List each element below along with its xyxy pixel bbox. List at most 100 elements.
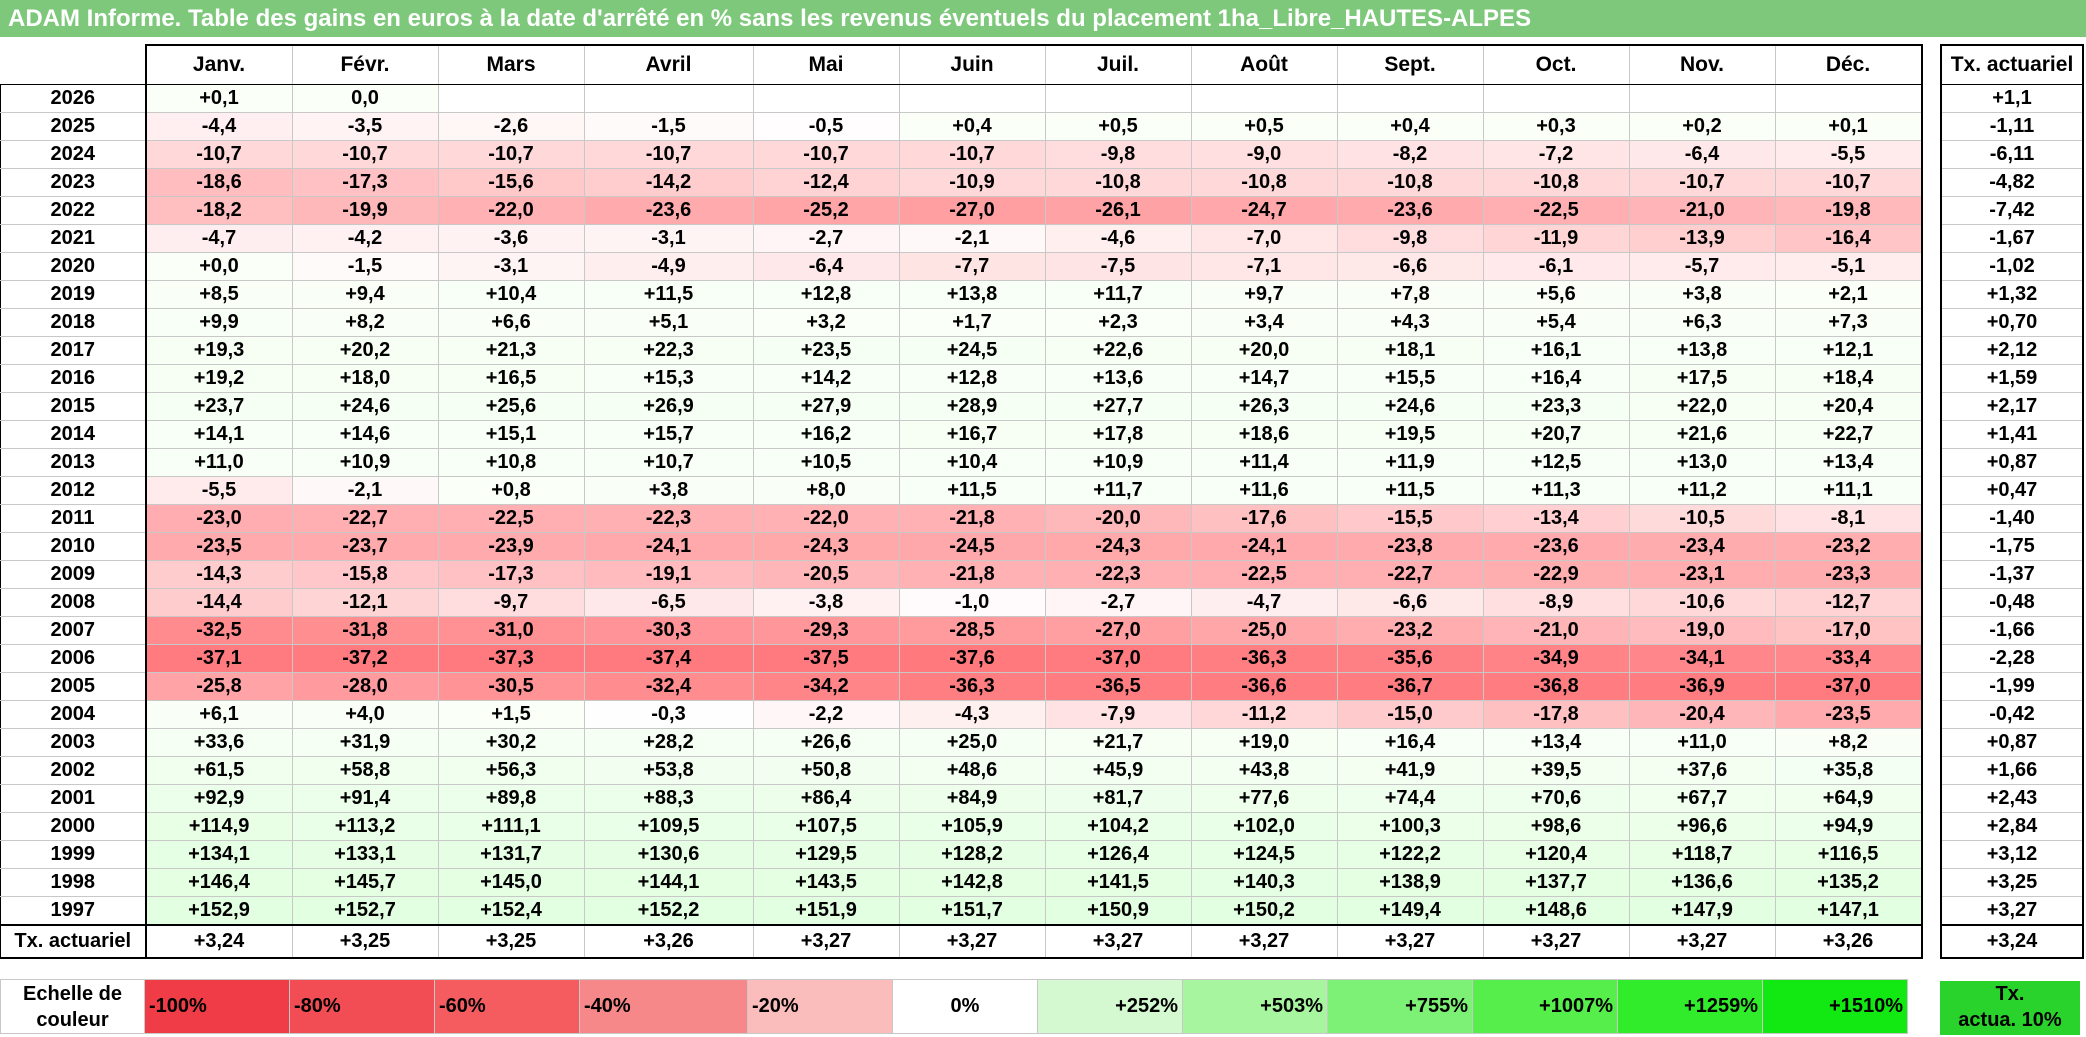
gain-cell: -1,5 [583, 112, 754, 141]
gain-cell: -7,1 [1190, 252, 1338, 281]
gain-cell: +15,3 [583, 364, 754, 393]
gain-cell: +134,1 [145, 840, 293, 869]
gain-cell: -2,2 [752, 700, 900, 729]
color-scale-swatch: -60% [434, 979, 580, 1034]
gain-cell: -7,9 [1044, 700, 1192, 729]
color-scale-swatch: -40% [579, 979, 748, 1034]
rate-cell: -1,37 [1940, 560, 2084, 589]
gain-cell: +84,9 [898, 784, 1046, 813]
gain-cell: -34,9 [1482, 644, 1630, 673]
table-row: 2009 -14,3 -15,8 -17,3 -19,1 -20,5 -21,8 -22,3-… [0, 560, 1923, 589]
rate-row: +3,25 [1940, 868, 2084, 897]
table-row: 2013 +11,0 +10,9 +10,8 +10,7 +10,5 +10,4 +10,9 +… [0, 448, 1923, 477]
gain-cell: +9,4 [291, 280, 439, 309]
gain-cell [1482, 84, 1630, 113]
rate-cell: +1,66 [1940, 756, 2084, 785]
rate-cell: -1,99 [1940, 672, 2084, 701]
rate-column: Tx. actuariel +1,1 -1,11 -6,11 -4,82 -7,42 -1… [1940, 44, 2084, 959]
gain-cell: +45,9 [1044, 756, 1192, 785]
gain-cell: +33,6 [145, 728, 293, 757]
gain-cell: -23,2 [1336, 616, 1484, 645]
gain-cell: +11,9 [1336, 448, 1484, 477]
gain-cell: -17,3 [291, 168, 439, 197]
table-row: 2001 +92,9 +91,4 +89,8 +88,3 +86,4 +84,9 +81,7 +… [0, 784, 1923, 813]
year-cell: 2025 [0, 112, 147, 141]
rate-cell: +2,17 [1940, 392, 2084, 421]
gain-cell: +6,3 [1628, 308, 1776, 337]
rate-cell: +1,41 [1940, 420, 2084, 449]
gain-cell: +13,4 [1774, 448, 1923, 477]
gain-cell: +16,4 [1336, 728, 1484, 757]
gain-cell: +8,0 [752, 476, 900, 505]
rate-cell: +1,1 [1940, 84, 2084, 113]
month-header: Juin [898, 44, 1046, 85]
gain-cell: -8,2 [1336, 140, 1484, 169]
gain-cell: -37,4 [583, 644, 754, 673]
color-scale-swatch: +1259% [1617, 979, 1763, 1034]
gain-cell: +116,5 [1774, 840, 1923, 869]
gain-cell: +151,7 [898, 896, 1046, 926]
gain-cell [1336, 84, 1484, 113]
rate-row: -0,42 [1940, 700, 2084, 729]
gain-cell: -18,6 [145, 168, 293, 197]
gain-cell: +17,5 [1628, 364, 1776, 393]
gain-cell: +11,1 [1774, 476, 1923, 505]
rate-cell: -1,11 [1940, 112, 2084, 141]
gain-cell: -4,4 [145, 112, 293, 141]
gain-cell [1774, 84, 1923, 113]
gain-cell: -3,1 [437, 252, 585, 281]
gain-cell: +152,2 [583, 896, 754, 926]
rate-summary-cell: +3,25 [437, 924, 585, 959]
gain-cell: -37,0 [1044, 644, 1192, 673]
gain-cell: +15,1 [437, 420, 585, 449]
rate-cell: -1,02 [1940, 252, 2084, 281]
rate-cell: +1,32 [1940, 280, 2084, 309]
rate-cell: -7,42 [1940, 196, 2084, 225]
gain-cell: -22,5 [1190, 560, 1338, 589]
gain-cell: +0,4 [898, 112, 1046, 141]
rate-row: +0,47 [1940, 476, 2084, 505]
gain-cell: -21,0 [1482, 616, 1630, 645]
color-scale-label: Echelle de couleur [0, 979, 145, 1034]
rate-summary-cell: +3,27 [898, 924, 1046, 959]
year-cell: 2024 [0, 140, 147, 169]
rate-row: +2,12 [1940, 336, 2084, 365]
rate-header: Tx. actuariel [1940, 44, 2084, 85]
table-row: 2019 +8,5 +9,4 +10,4 +11,5 +12,8 +13,8 +11,7 +9,… [0, 280, 1923, 309]
gain-cell: -21,8 [898, 560, 1046, 589]
rate-row: +3,27 [1940, 896, 2084, 926]
year-cell: 2003 [0, 728, 147, 757]
gain-cell: -5,5 [1774, 140, 1923, 169]
gain-cell: -22,7 [291, 504, 439, 533]
color-scale-swatch: +252% [1037, 979, 1183, 1034]
gain-cell: -23,5 [1774, 700, 1923, 729]
month-header: Janv. [145, 44, 293, 85]
rate-summary-label: Tx. actuariel [0, 924, 147, 959]
gain-cell: +111,1 [437, 812, 585, 841]
gain-cell: -20,0 [1044, 504, 1192, 533]
table-row: 2025 -4,4 -3,5 -2,6 -1,5 -0,5 +0,4 +0,5 +0,5 +0,4… [0, 112, 1923, 141]
gain-cell: -24,3 [752, 532, 900, 561]
gain-cell: -32,5 [145, 616, 293, 645]
gain-cell: -25,8 [145, 672, 293, 701]
gain-cell: -27,0 [1044, 616, 1192, 645]
rate-scale-swatch: Tx. actua. 10% [1940, 981, 2080, 1035]
gain-cell: +150,9 [1044, 896, 1192, 926]
gain-cell: +109,5 [583, 812, 754, 841]
gain-cell: -23,7 [291, 532, 439, 561]
gain-cell: +20,2 [291, 336, 439, 365]
gain-cell: +24,6 [1336, 392, 1484, 421]
gain-cell: +12,1 [1774, 336, 1923, 365]
gain-cell: +67,7 [1628, 784, 1776, 813]
rate-summary-total: +3,24 [1940, 924, 2084, 959]
gain-cell: -4,6 [1044, 224, 1192, 253]
gain-cell: +147,9 [1628, 896, 1776, 926]
gain-cell: +145,0 [437, 868, 585, 897]
rate-row: -1,11 [1940, 112, 2084, 141]
gain-cell: +12,8 [898, 364, 1046, 393]
month-header-row: Janv. Févr. Mars Avril Mai Juin Juil. Août Sept.… [0, 44, 1923, 85]
gain-cell: -6,6 [1336, 252, 1484, 281]
month-header: Mai [752, 44, 900, 85]
gain-cell: -9,0 [1190, 140, 1338, 169]
gain-cell: -5,7 [1628, 252, 1776, 281]
